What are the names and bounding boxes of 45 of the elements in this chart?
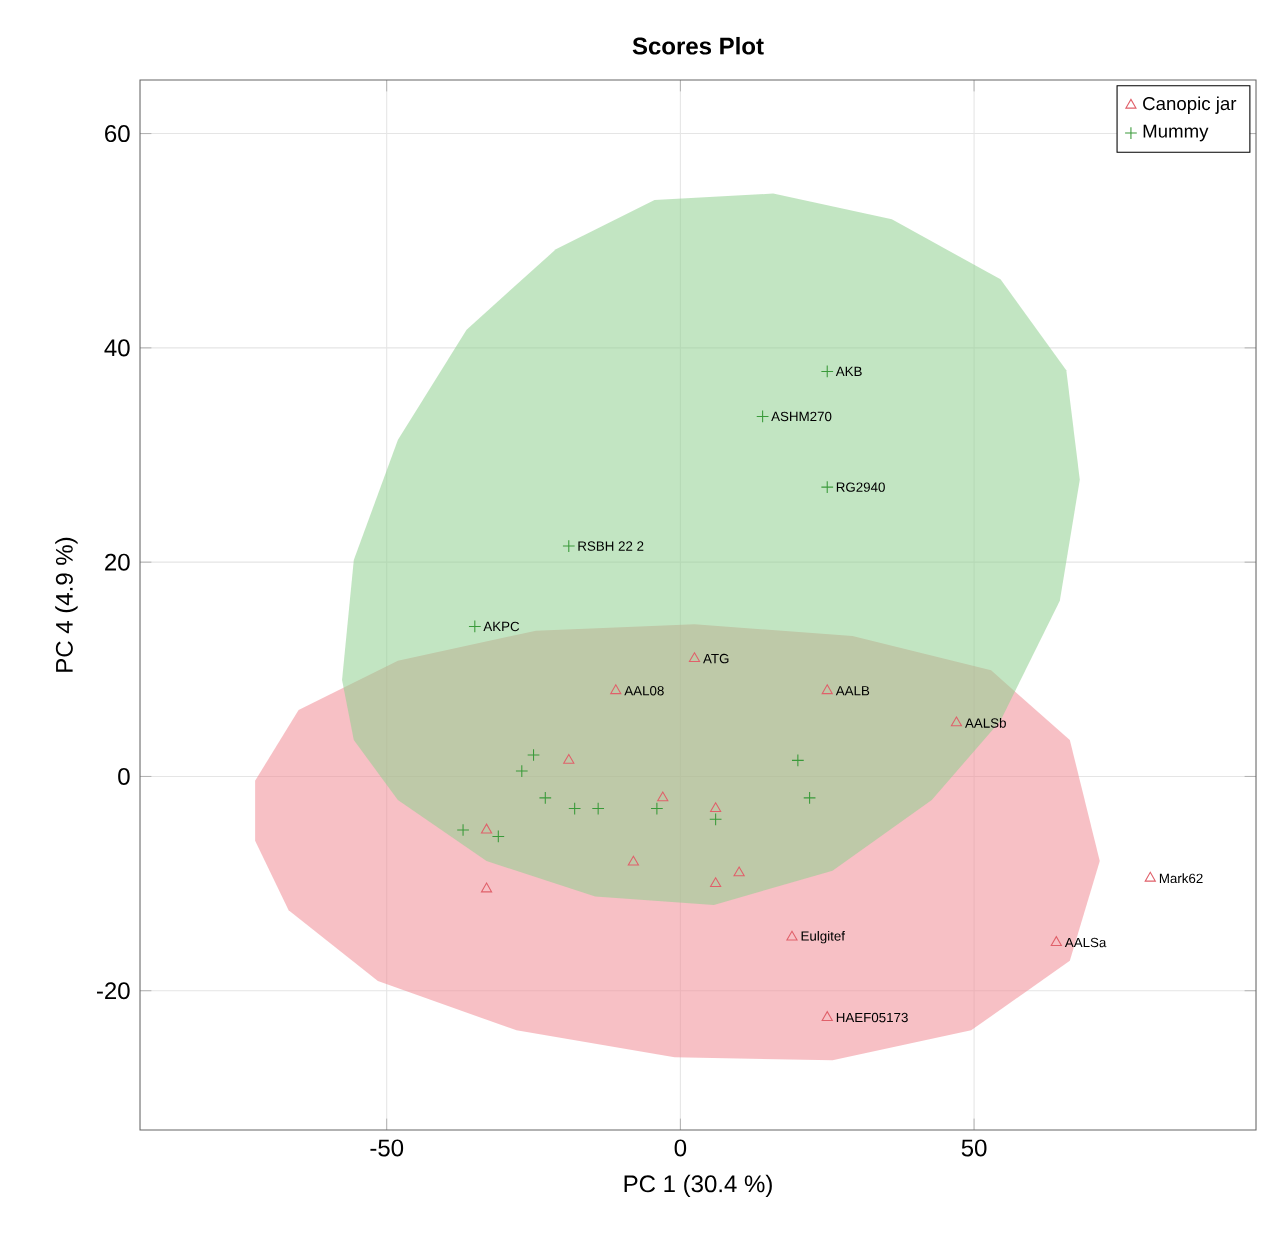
point	[756, 410, 770, 423]
legend-label: Mummy	[1143, 124, 1209, 142]
point	[568, 802, 582, 815]
point	[820, 365, 834, 378]
point	[538, 791, 552, 805]
point	[480, 882, 493, 893]
x-tick-label: -50	[370, 1139, 404, 1157]
point	[515, 764, 529, 778]
chart-title: Scores Plot	[632, 36, 764, 55]
point	[786, 930, 798, 941]
point	[627, 855, 640, 866]
point	[688, 652, 701, 663]
y-tick-label: 0	[118, 767, 130, 785]
point	[650, 802, 664, 815]
x-axis-title: PC 1 (30.4 %)	[624, 1174, 772, 1198]
point	[710, 877, 722, 888]
point	[563, 753, 575, 764]
point	[820, 480, 834, 494]
point	[1144, 871, 1156, 882]
point	[709, 812, 723, 826]
point	[657, 791, 669, 802]
point	[821, 684, 833, 695]
point	[610, 684, 622, 695]
point	[456, 823, 470, 837]
point	[950, 716, 963, 727]
y-axis-title: PC 4 (4.9 %)	[55, 537, 78, 672]
point	[562, 539, 576, 553]
point	[733, 866, 745, 877]
legend-label: Canopic jar	[1143, 96, 1237, 114]
point	[491, 830, 505, 843]
point	[791, 753, 805, 767]
point	[591, 802, 605, 815]
point	[1050, 936, 1062, 946]
point	[710, 802, 722, 813]
x-tick-label: 50	[961, 1139, 987, 1157]
point	[468, 620, 482, 633]
y-tick-label: -20	[96, 982, 130, 1000]
point	[480, 823, 493, 834]
point	[821, 1011, 833, 1021]
y-tick-label: 60	[105, 125, 130, 143]
point	[803, 791, 817, 805]
point	[527, 748, 540, 762]
x-tick-label: 0	[674, 1139, 687, 1157]
y-tick-label: 40	[104, 339, 130, 357]
y-tick-label: 20	[105, 553, 130, 571]
